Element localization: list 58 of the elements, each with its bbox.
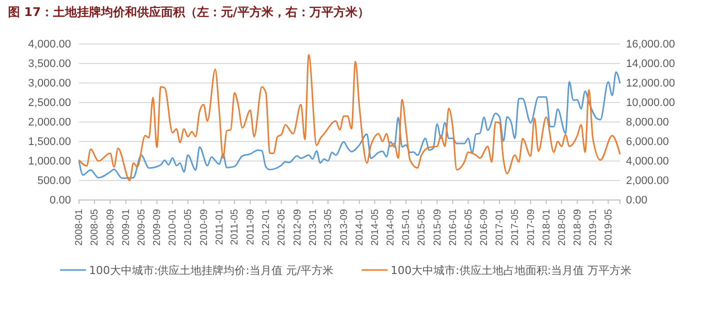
y-tick-label: 1,500.00 xyxy=(28,136,71,148)
x-tick-label: 2019-01 xyxy=(588,208,600,246)
x-tick-label: 2008-01 xyxy=(74,208,86,246)
legend-label: 100大中城市:供应土地占地面积:当月值 万平方米 xyxy=(390,264,632,277)
legend-label: 100大中城市:供应土地挂牌均价:当月值 元/平方米 xyxy=(89,264,334,277)
x-tick-label: 2010-01 xyxy=(168,208,179,246)
y-tick-label: 1,000.00 xyxy=(28,156,71,168)
x-tick-label: 2015-09 xyxy=(432,208,444,246)
x-tick-label: 2012-09 xyxy=(292,208,304,246)
x-tick-label: 2013-01 xyxy=(308,208,319,246)
y-tick-label: 4,000.00 xyxy=(28,38,71,51)
x-tick-label: 2010-05 xyxy=(183,208,194,246)
x-tick-label: 2016-09 xyxy=(479,208,490,246)
x-tick-label: 2013-05 xyxy=(323,208,334,246)
x-tick-label: 2011-01 xyxy=(214,208,226,245)
y-tick-label: 0.00 xyxy=(50,194,71,207)
x-tick-label: 2014-05 xyxy=(370,208,381,246)
x-tick-label: 2011-09 xyxy=(245,208,256,245)
x-tick-label: 2018-01 xyxy=(541,208,552,246)
x-tick-label: 2019-05 xyxy=(603,208,614,246)
y-tick-label: 2,500.00 xyxy=(28,97,71,110)
x-tick-label: 2014-01 xyxy=(354,208,366,246)
y2-tick-label: 0.00 xyxy=(626,194,648,207)
x-tick-label: 2017-05 xyxy=(510,208,522,246)
chart-title: 图 17：土地挂牌均价和供应面积（左：元/平方米，右：万平方米） xyxy=(8,5,370,19)
line-series xyxy=(78,71,621,179)
x-tick-label: 2018-09 xyxy=(572,208,584,246)
x-tick-label: 2010-09 xyxy=(198,208,210,246)
x-tick-label: 2016-01 xyxy=(448,208,459,246)
y2-tick-label: 6,000.00 xyxy=(626,136,669,148)
y2-tick-label: 14,000.00 xyxy=(626,58,675,70)
x-tick-label: 2011-05 xyxy=(230,208,241,245)
x-tick-label: 2015-01 xyxy=(401,208,412,246)
x-tick-label: 2012-01 xyxy=(261,208,272,246)
x-tick-label: 2008-05 xyxy=(90,208,101,246)
x-tick-label: 2009-05 xyxy=(136,208,148,246)
y2-tick-label: 4,000.00 xyxy=(626,156,669,168)
x-tick-label: 2008-09 xyxy=(105,208,116,246)
y2-tick-label: 8,000.00 xyxy=(626,116,669,129)
y2-tick-label: 12,000.00 xyxy=(626,78,675,90)
y2-tick-label: 16,000.00 xyxy=(626,38,675,51)
x-tick-label: 2018-05 xyxy=(556,208,568,246)
y-tick-label: 2,000.00 xyxy=(28,116,71,129)
y2-tick-label: 10,000.00 xyxy=(626,97,675,110)
y-tick-label: 3,000.00 xyxy=(28,78,71,90)
x-tick-label: 2013-09 xyxy=(338,208,350,246)
x-tick-label: 2012-05 xyxy=(276,208,288,246)
x-tick-label: 2017-09 xyxy=(526,208,537,246)
line-series xyxy=(78,54,621,182)
y2-tick-label: 2,000.00 xyxy=(626,175,669,188)
x-tick-label: 2009-01 xyxy=(121,208,132,246)
x-tick-label: 2009-09 xyxy=(152,208,164,246)
x-tick-label: 2015-05 xyxy=(416,208,428,246)
x-tick-label: 2017-01 xyxy=(494,208,506,246)
x-tick-label: 2016-05 xyxy=(463,208,474,246)
x-tick-label: 2014-09 xyxy=(386,208,397,246)
y-tick-label: 500.00 xyxy=(37,175,71,188)
y-tick-label: 3,500.00 xyxy=(28,58,71,70)
